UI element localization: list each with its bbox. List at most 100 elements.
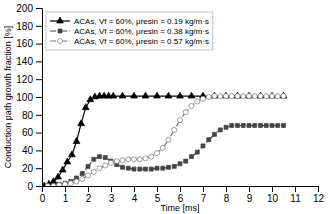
point [218, 94, 223, 99]
tick: 180 [16, 21, 42, 32]
point [154, 151, 159, 156]
tick-mark [318, 186, 319, 192]
point [73, 138, 80, 144]
point [119, 92, 126, 98]
tick-mark [111, 186, 112, 192]
point [121, 165, 125, 169]
tick: 9 [247, 186, 253, 204]
point [189, 103, 194, 108]
tick: 8 [224, 186, 230, 204]
series-line [48, 125, 284, 186]
point [131, 92, 138, 98]
tick-label: 4 [132, 193, 138, 204]
point [138, 167, 142, 171]
tick: 7 [201, 186, 207, 204]
tick-mark [180, 186, 181, 192]
tick: 2 [86, 186, 92, 204]
tick-label: 8 [224, 193, 230, 204]
point [195, 150, 199, 154]
tick: 6 [178, 186, 184, 204]
tick-mark [36, 44, 42, 45]
tick-label: 180 [16, 21, 33, 32]
point [64, 158, 71, 164]
point [235, 94, 240, 99]
point [218, 128, 222, 132]
point [275, 94, 280, 99]
legend: ACAs, Vf = 60%, μresin = 0.19 kg/m·sACAs… [46, 12, 213, 50]
point [269, 92, 276, 98]
point [246, 94, 251, 99]
point [258, 94, 263, 99]
point [80, 172, 84, 176]
point [229, 94, 234, 99]
point [110, 92, 117, 98]
point [82, 104, 89, 110]
series [42, 92, 287, 186]
tick-label: 1 [63, 193, 69, 204]
point [69, 151, 76, 157]
point [160, 145, 165, 150]
point [126, 166, 130, 170]
point [120, 158, 125, 163]
point [131, 157, 136, 162]
point [80, 176, 85, 181]
point [230, 123, 234, 127]
tick: 5 [155, 186, 161, 204]
point [257, 92, 264, 98]
tick-label: 120 [16, 74, 33, 85]
point [132, 167, 136, 171]
point [149, 167, 153, 171]
point [253, 123, 257, 127]
point [280, 92, 287, 98]
legend-item: ACAs, Vf = 60%, μresin = 0.19 kg/m·s [50, 17, 209, 26]
tick-label: 200 [16, 3, 33, 14]
tick-mark [203, 186, 204, 192]
point [264, 94, 269, 99]
point [45, 183, 50, 186]
tick-label: 0 [40, 193, 46, 204]
point [259, 123, 263, 127]
tick-label: 10 [267, 193, 279, 204]
tick: 20 [22, 163, 42, 174]
tick-label: 140 [16, 56, 33, 67]
point [97, 166, 102, 171]
point [276, 123, 280, 127]
point [85, 173, 90, 178]
tick-label: 20 [22, 163, 34, 174]
point [270, 123, 274, 127]
tick-label: 3 [109, 193, 115, 204]
point [183, 110, 188, 115]
tick-label: 100 [16, 92, 33, 103]
legend-item: ACAs, Vf = 60%, μresin = 0.38 kg/m·s [50, 27, 209, 36]
tick: 0 [27, 181, 42, 192]
point [55, 173, 62, 179]
point [212, 94, 217, 99]
point [155, 166, 159, 170]
point [143, 156, 148, 161]
plot-area [42, 92, 287, 186]
tick-mark [249, 186, 250, 192]
point [252, 94, 257, 99]
tick: 40 [22, 145, 42, 156]
tick: 80 [22, 110, 42, 121]
point [142, 92, 149, 98]
point [224, 125, 228, 129]
point [184, 159, 188, 163]
point [154, 92, 161, 98]
point [213, 132, 217, 136]
chart: 0123456789101112020406080100120140160180… [0, 0, 330, 214]
tick-label: 60 [22, 127, 34, 138]
point [137, 157, 142, 162]
point [201, 144, 205, 148]
point [62, 182, 67, 186]
point [78, 120, 85, 126]
point [172, 164, 176, 168]
tick: 11 [290, 186, 301, 204]
legend-marker [57, 17, 64, 23]
plot-root: 0123456789101112020406080100120140160180… [3, 3, 324, 213]
tick: 120 [16, 74, 42, 85]
tick: 140 [16, 56, 42, 67]
point [236, 123, 240, 127]
point [68, 181, 73, 186]
point [178, 162, 182, 166]
